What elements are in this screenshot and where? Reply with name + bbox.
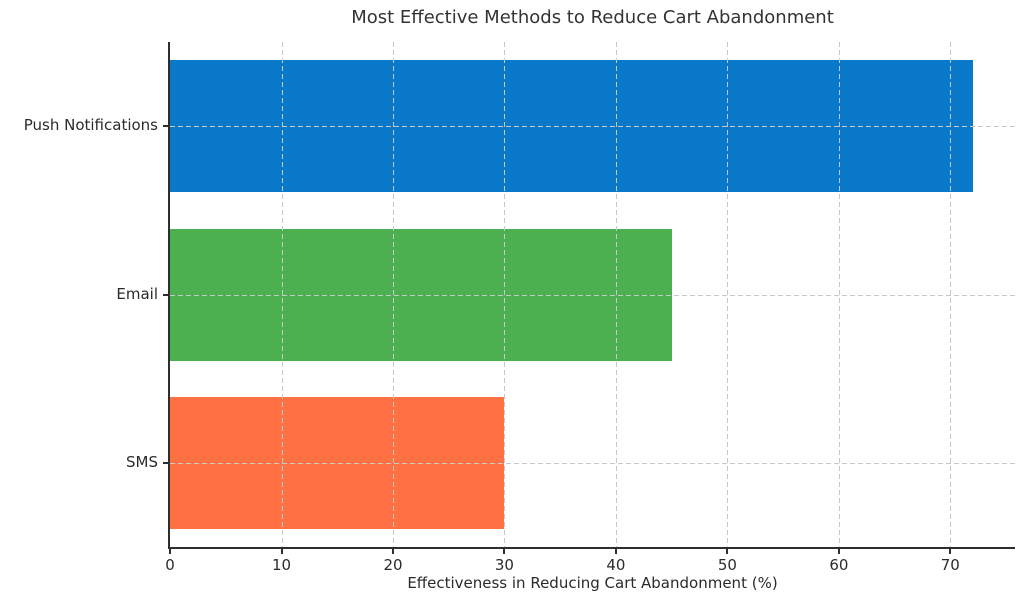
- vertical-gridline: [950, 42, 952, 547]
- plot-area: Push Notifications Email SMS 0 10 20 30 40 50 60 7…: [24, 42, 1015, 574]
- chart-title: Most Effective Methods to Reduce Cart Ab…: [351, 7, 834, 28]
- x-tick-label: 70: [940, 556, 960, 574]
- y-tick-label: Push Notifications: [23, 116, 158, 134]
- y-tick-mark: [163, 462, 168, 464]
- y-tick-label: SMS: [126, 453, 158, 471]
- x-tick-label: 60: [829, 556, 849, 574]
- vertical-gridline: [281, 42, 283, 547]
- x-axis-spine: [168, 547, 1015, 549]
- y-tick-mark: [163, 294, 168, 296]
- x-tick-label: 50: [717, 556, 737, 574]
- horizontal-gridline: [170, 126, 1015, 127]
- x-axis-label: Effectiveness in Reducing Cart Abandonme…: [407, 574, 778, 592]
- x-tick-mark: [280, 549, 283, 554]
- x-tick-label: 0: [165, 556, 175, 574]
- vertical-gridline: [727, 42, 729, 547]
- horizontal-gridline: [170, 295, 1015, 296]
- x-tick-label: 10: [271, 556, 292, 574]
- x-tick-mark: [169, 549, 171, 554]
- vertical-gridline: [393, 42, 394, 547]
- x-tick-mark: [837, 549, 840, 554]
- x-tick-mark: [503, 549, 506, 554]
- x-tick-label: 40: [606, 556, 626, 574]
- x-tick-label: 30: [494, 556, 514, 574]
- y-tick-label: Email: [116, 285, 158, 303]
- vertical-gridline: [504, 42, 506, 547]
- x-tick-mark: [949, 549, 952, 554]
- vertical-gridline: [615, 42, 617, 547]
- x-tick-label: 20: [383, 556, 403, 574]
- horizontal-gridline: [170, 463, 1015, 464]
- y-axis-spine: [168, 42, 170, 549]
- vertical-gridline: [838, 42, 840, 547]
- y-tick-mark: [163, 125, 168, 127]
- x-tick-mark: [614, 549, 617, 554]
- x-tick-mark: [726, 549, 729, 554]
- x-tick-mark: [392, 549, 394, 554]
